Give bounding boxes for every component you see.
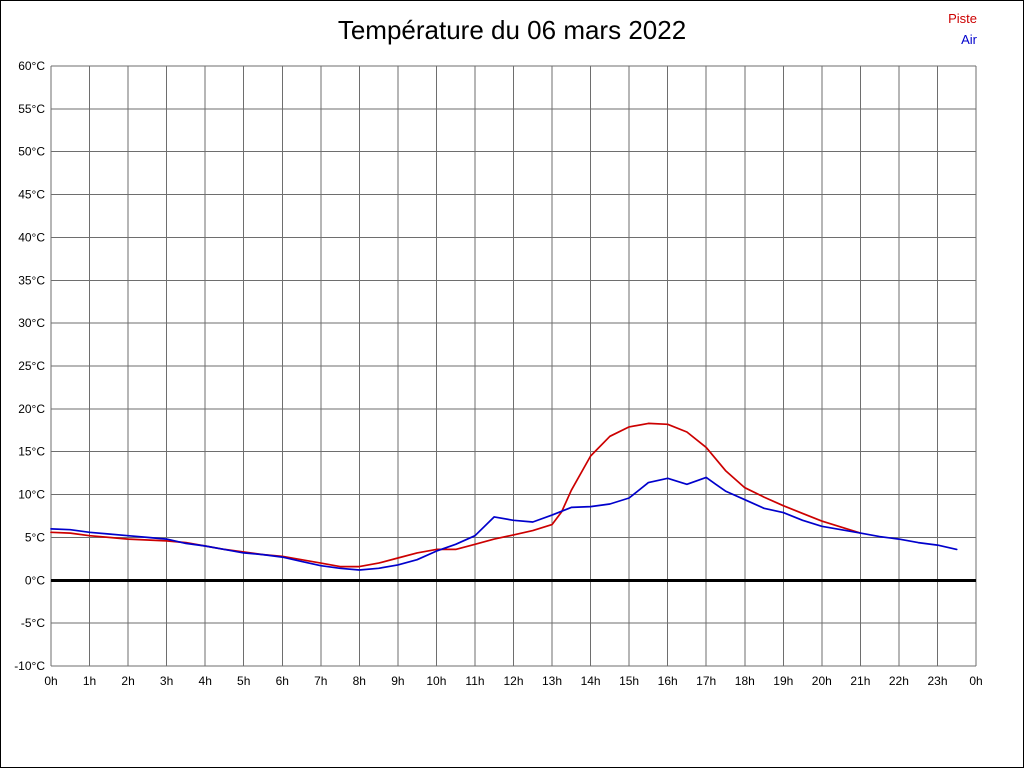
- legend-piste-label: Piste: [948, 11, 977, 26]
- svg-text:2h: 2h: [121, 674, 134, 688]
- chart-legend: Piste Air: [948, 11, 977, 48]
- svg-text:25°C: 25°C: [18, 359, 45, 373]
- svg-text:-5°C: -5°C: [21, 616, 45, 630]
- svg-text:0h: 0h: [44, 674, 57, 688]
- svg-text:3h: 3h: [160, 674, 173, 688]
- svg-text:18h: 18h: [735, 674, 755, 688]
- svg-text:10°C: 10°C: [18, 488, 45, 502]
- svg-text:-10°C: -10°C: [14, 659, 45, 673]
- svg-text:15h: 15h: [619, 674, 639, 688]
- svg-text:6h: 6h: [276, 674, 289, 688]
- svg-text:11h: 11h: [465, 674, 484, 688]
- svg-text:30°C: 30°C: [18, 316, 45, 330]
- svg-text:21h: 21h: [850, 674, 870, 688]
- legend-air-label: Air: [961, 32, 977, 47]
- svg-text:23h: 23h: [927, 674, 947, 688]
- svg-text:13h: 13h: [542, 674, 562, 688]
- svg-text:40°C: 40°C: [18, 230, 45, 244]
- svg-text:12h: 12h: [503, 674, 523, 688]
- svg-text:35°C: 35°C: [18, 273, 45, 287]
- svg-text:55°C: 55°C: [18, 102, 45, 116]
- svg-text:10h: 10h: [426, 674, 446, 688]
- svg-text:4h: 4h: [199, 674, 212, 688]
- svg-text:60°C: 60°C: [18, 59, 45, 73]
- chart-title: Température du 06 mars 2022: [337, 15, 687, 45]
- svg-text:9h: 9h: [391, 674, 404, 688]
- svg-text:0°C: 0°C: [25, 573, 45, 587]
- svg-text:5°C: 5°C: [25, 530, 45, 544]
- svg-text:19h: 19h: [773, 674, 793, 688]
- svg-text:20°C: 20°C: [18, 402, 45, 416]
- svg-text:5h: 5h: [237, 674, 250, 688]
- svg-text:14h: 14h: [581, 674, 601, 688]
- svg-text:22h: 22h: [889, 674, 909, 688]
- svg-text:1h: 1h: [83, 674, 96, 688]
- svg-text:15°C: 15°C: [18, 445, 45, 459]
- svg-text:16h: 16h: [658, 674, 678, 688]
- svg-text:20h: 20h: [812, 674, 832, 688]
- svg-text:8h: 8h: [353, 674, 366, 688]
- svg-text:0h: 0h: [969, 674, 982, 688]
- svg-text:17h: 17h: [696, 674, 716, 688]
- svg-text:7h: 7h: [314, 674, 327, 688]
- svg-text:45°C: 45°C: [18, 188, 45, 202]
- svg-text:50°C: 50°C: [18, 145, 45, 159]
